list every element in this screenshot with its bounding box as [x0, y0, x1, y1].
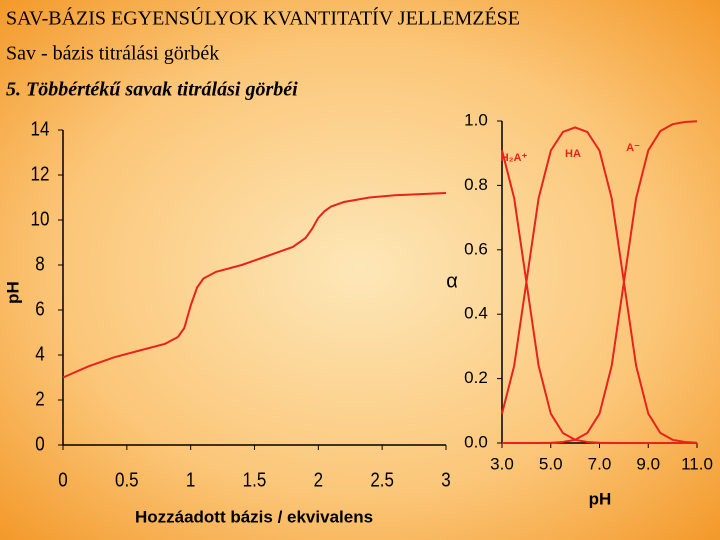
y-tick-label: 1.0: [464, 110, 488, 129]
y-tick-label: 0.8: [464, 175, 488, 194]
x-tick-label: 3: [441, 468, 450, 491]
data-line: [501, 126, 698, 444]
data-line: [501, 150, 697, 444]
y-tick-label: 14: [31, 117, 50, 140]
series-label: A⁻: [626, 142, 640, 154]
x-tick-label: 2.5: [370, 468, 394, 491]
y-tick-label: 0.0: [464, 432, 488, 451]
y-tick-label: 0.2: [464, 368, 488, 387]
series-label: HA: [565, 148, 581, 160]
x-tick-label: 2: [314, 468, 323, 491]
y-axis-label: α: [446, 270, 458, 292]
series-label: H₂A⁺: [501, 152, 528, 164]
y-axis-label: pH: [3, 281, 22, 304]
x-tick-label: 5.0: [539, 454, 563, 473]
x-axis-label: Hozzáadott bázis / ekvivalens: [135, 507, 373, 526]
x-tick-label: 3.0: [490, 454, 514, 473]
section-title: 5. Többértékű savak titrálási görbéi: [6, 79, 298, 101]
x-tick-label: 11.0: [681, 454, 713, 473]
data-line: [62, 192, 447, 379]
data-line: [502, 120, 698, 444]
y-tick-label: 8: [35, 252, 44, 275]
x-tick-label: 1.5: [243, 468, 267, 491]
y-tick-label: 2: [35, 387, 44, 410]
y-tick-label: 10: [31, 207, 50, 230]
x-tick-label: 0.5: [115, 468, 139, 491]
x-tick-label: 9.0: [636, 454, 660, 473]
y-tick-label: 6: [35, 297, 44, 320]
subtitle: Sav - bázis titrálási görbék: [6, 43, 219, 65]
y-tick-label: 0: [35, 432, 44, 455]
x-tick-label: 7.0: [588, 454, 612, 473]
y-tick-label: 0.6: [464, 239, 488, 258]
x-axis-label: pH: [589, 489, 612, 508]
y-tick-label: 4: [35, 342, 44, 365]
x-tick-label: 0: [58, 468, 67, 491]
y-tick-label: 0.4: [464, 304, 488, 323]
title: SAV-BÁZIS EGYENSÚLYOK KVANTITATÍV JELLEM…: [6, 6, 520, 30]
x-tick-label: 1: [186, 468, 195, 491]
y-tick-label: 12: [31, 162, 50, 185]
